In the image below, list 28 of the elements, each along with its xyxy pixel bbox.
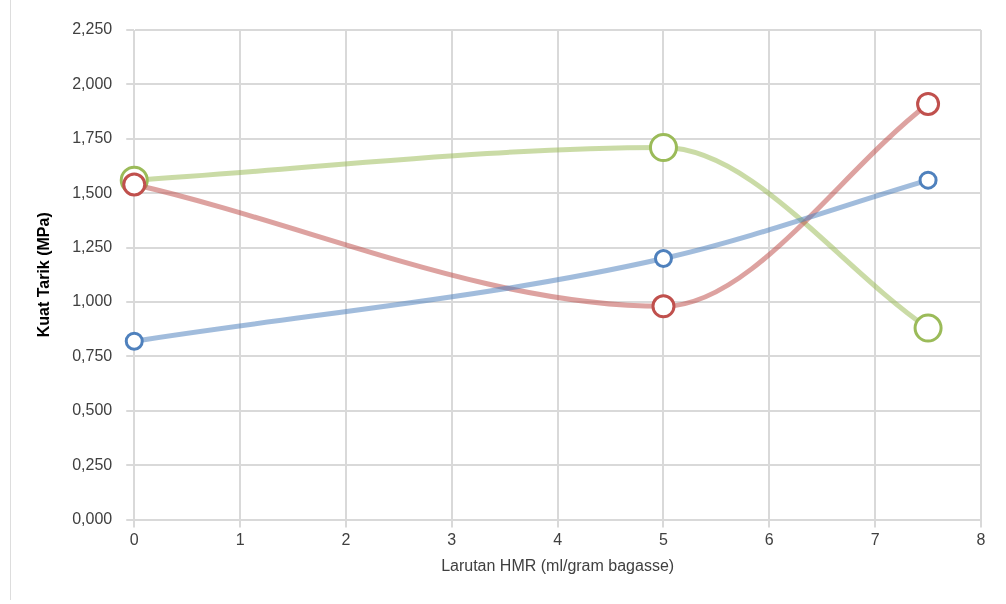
y-axis-title: Kuat Tarik (MPa) — [35, 212, 53, 338]
x-tick-label: 7 — [870, 530, 880, 548]
y-tick-label: 2,000 — [72, 74, 113, 92]
point — [648, 133, 678, 162]
x-tick-label: 3 — [447, 530, 457, 548]
point — [653, 248, 673, 268]
x-tick-label: 6 — [764, 530, 774, 548]
x-tick-label: 2 — [341, 530, 351, 548]
x-tick-label: 0 — [129, 530, 139, 548]
y-tick-label: 1,250 — [72, 238, 113, 256]
point — [913, 313, 943, 343]
point — [918, 170, 938, 190]
y-tick-label: 2,250 — [72, 20, 113, 38]
y-tick-label: 1,750 — [72, 129, 113, 147]
point — [651, 294, 676, 319]
y-tick-label: 1,500 — [72, 183, 113, 201]
x-tick-label: 5 — [659, 530, 669, 548]
x-tick-label: 1 — [235, 530, 245, 548]
y-tick-label: 0,250 — [72, 455, 113, 473]
y-tick-label: 0,750 — [72, 346, 113, 364]
point — [916, 91, 941, 116]
x-axis-title: Larutan HMR (ml/gram bagasse) — [441, 556, 675, 574]
y-tick-label: 0,000 — [72, 510, 113, 528]
x-tick-label: 4 — [553, 530, 563, 548]
point — [124, 331, 144, 351]
y-tick-label: 1,000 — [72, 292, 113, 310]
y-tick-label: 0,500 — [72, 401, 113, 419]
x-tick-label: 8 — [976, 530, 986, 548]
